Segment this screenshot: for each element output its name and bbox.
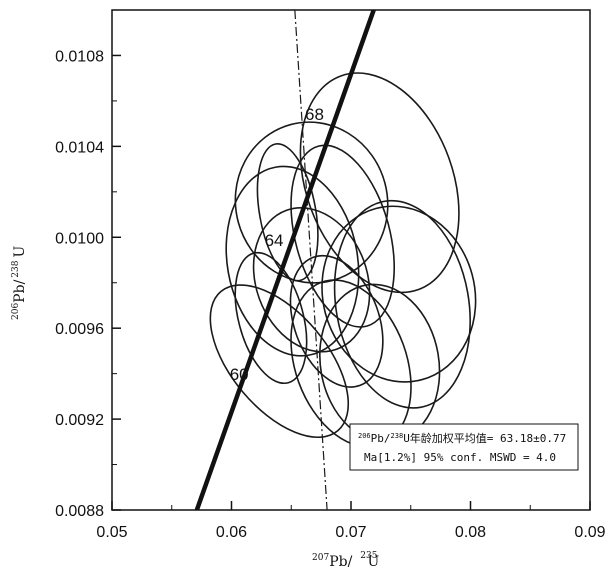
annotation-line-2: Ma[1.2%] 95% conf. MSWD = 4.0 (364, 451, 556, 464)
age-label-60: 60 (230, 365, 249, 384)
error-ellipse-3 (256, 143, 319, 282)
y-tick-label: 0.0088 (55, 503, 104, 520)
y-tick-label: 0.0096 (55, 321, 104, 338)
age-label-68: 68 (305, 105, 324, 124)
error-ellipse-4 (290, 144, 396, 328)
x-axis-title: 207Pb/235U (312, 551, 379, 570)
x-tick-label: 0.06 (216, 524, 247, 541)
y-axis-ticks: 0.0088 0.0092 0.0096 0.0100 0.0104 0.0108 (55, 9, 121, 520)
annotation-box (349, 423, 579, 471)
x-tick-label: 0.05 (96, 524, 127, 541)
error-ellipse-5 (225, 165, 360, 357)
y-tick-label: 0.0104 (55, 139, 104, 156)
y-tick-label: 0.0092 (55, 412, 104, 429)
error-ellipse-9 (289, 254, 384, 388)
age-labels: 60 64 68 (230, 105, 324, 384)
x-tick-label: 0.07 (335, 524, 366, 541)
age-label-64: 64 (265, 231, 284, 250)
error-ellipse-10 (234, 251, 308, 385)
x-tick-label: 0.08 (455, 524, 486, 541)
x-tick-label: 0.09 (574, 524, 605, 541)
y-tick-label: 0.0108 (55, 48, 104, 65)
error-ellipse-6 (252, 207, 371, 353)
error-ellipse-8 (333, 199, 471, 409)
concordia-curve (194, 10, 376, 510)
error-ellipse-7 (321, 205, 477, 383)
plot-area: 60 64 68 (194, 10, 477, 510)
annotation-line-1: 206Pb/238U年龄加权平均值= 63.18±0.77 (358, 431, 566, 445)
y-axis-title: 206Pb/238U (11, 246, 28, 320)
y-tick-label: 0.0100 (55, 230, 104, 247)
reference-dash-dot-line (294, 10, 328, 510)
x-axis-ticks: 0.05 0.06 0.07 0.08 0.09 (96, 501, 606, 541)
error-ellipse-11 (209, 284, 350, 439)
